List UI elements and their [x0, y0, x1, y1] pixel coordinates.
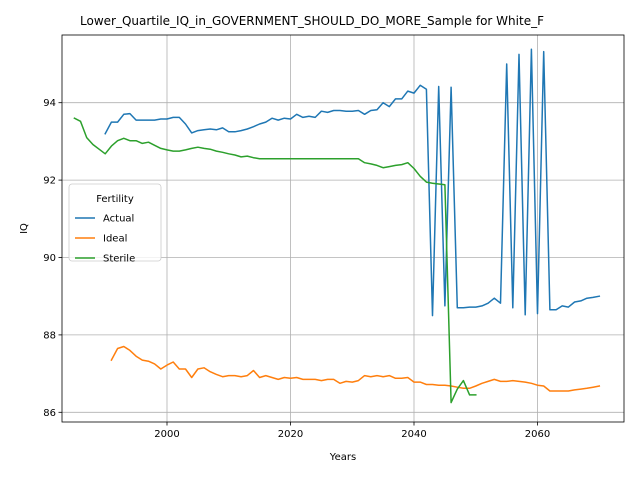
y-tick-label: 94	[43, 98, 56, 109]
series-line-sterile	[73, 117, 477, 404]
legend-label-sterile: Sterile	[103, 254, 135, 265]
legend: Fertility Actual Ideal Sterile	[68, 183, 162, 265]
x-axis-label: Years	[329, 452, 356, 463]
y-tick-label: 86	[43, 408, 56, 419]
x-tick-label: 2060	[525, 429, 550, 440]
chart-title: Lower_Quartile_IQ_in_GOVERNMENT_SHOULD_D…	[80, 14, 544, 28]
plot-area-frame	[61, 34, 625, 423]
legend-label-ideal: Ideal	[103, 234, 127, 245]
y-axis-label: IQ	[19, 223, 30, 234]
x-tick-label: 2040	[401, 429, 426, 440]
y-tick-label: 90	[43, 253, 56, 264]
x-tick-label: 2000	[154, 429, 179, 440]
y-axis: 86 88 90 92 94	[43, 98, 62, 419]
legend-label-actual: Actual	[103, 214, 134, 225]
legend-box	[68, 183, 162, 262]
y-tick-label: 92	[43, 176, 56, 187]
x-axis: 2000 2020 2040 2060	[154, 422, 550, 440]
legend-items: Actual Ideal Sterile	[75, 214, 135, 265]
x-tick-label: 2020	[278, 429, 303, 440]
series-layer	[73, 48, 601, 404]
series-line-actual	[104, 48, 601, 317]
legend-title: Fertility	[96, 194, 134, 205]
y-tick-label: 88	[43, 330, 56, 341]
series-line-ideal	[110, 345, 601, 392]
